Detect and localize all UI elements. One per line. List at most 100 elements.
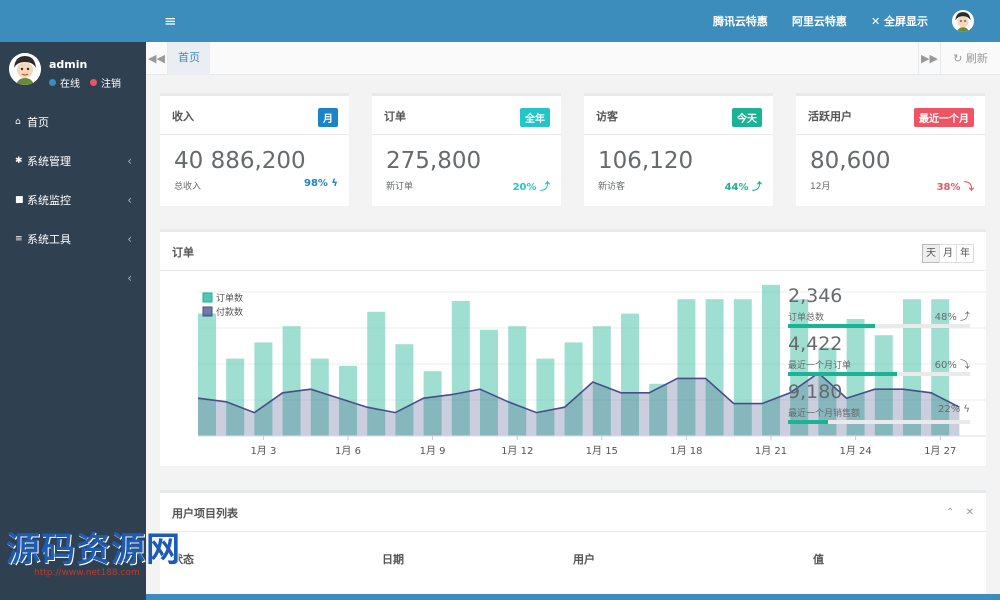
sidebar: admin 在线 注销 ⌂ 首页 ✱ 系统管理 ‹ ■ 系统监控 ‹ ≡ 系统工具 ‹ ‹ (0, 0, 146, 600)
home-icon: ⌂ (15, 116, 21, 127)
bar-order-count (677, 299, 696, 436)
logout-icon[interactable] (90, 79, 97, 86)
x-tick-label: 1月 21 (755, 445, 787, 457)
page-tabs-bar: ◀◀ 首页 ▶▶ ↻ 刷新 (146, 42, 1000, 75)
avatar[interactable] (9, 53, 41, 85)
chevron-left-icon: ‹ (127, 153, 132, 168)
stat-value: 2,346 (788, 285, 843, 307)
tabs-next-icon[interactable]: ▶▶ (918, 42, 940, 75)
panel-title: 用户项目列表 (172, 507, 238, 520)
bar-order-count (508, 326, 527, 436)
aliyun-link[interactable]: 阿里云特惠 (791, 15, 847, 28)
gear-icon: ✱ (15, 155, 23, 166)
legend-label: 订单数 (216, 292, 243, 304)
column-header-date: 日期 (382, 553, 404, 566)
x-tick-label: 1月 12 (501, 445, 533, 457)
username: admin (49, 58, 88, 71)
orders-chart-panel: 订单 天 月 年 1月 3 1月 6 1月 9 1月 12 1月 15 1月 18 1月 2… (160, 229, 986, 466)
card-value: 40 886,200 (174, 148, 306, 174)
column-header-status: 状态 (172, 553, 194, 566)
avatar[interactable] (952, 10, 974, 32)
fullscreen-button[interactable]: ✕ 全屏显示 (871, 13, 928, 29)
column-header-user: 用户 (573, 553, 595, 566)
tabs-prev-icon[interactable]: ◀◀ (146, 42, 168, 75)
bar-order-count (310, 358, 329, 436)
x-tick-label: 1月 24 (839, 445, 871, 457)
card-percent: 98% ϟ (303, 178, 338, 189)
card-value: 106,120 (598, 148, 694, 174)
watermark-text: 源码资源网 (6, 530, 181, 570)
stat-progress-fill (788, 420, 829, 424)
video-camera-icon: ■ (15, 194, 24, 205)
range-year-button[interactable]: 年 (956, 244, 974, 263)
chevron-left-icon: ‹ (127, 231, 132, 246)
sidebar-item-system-monitor[interactable]: ■ 系统监控 ‹ (0, 180, 146, 219)
bottom-bar (146, 594, 1000, 600)
sidebar-item-label: 系统工具 (27, 232, 71, 246)
card-sublabel: 12月 (810, 182, 831, 192)
card-title: 订单 (384, 110, 406, 123)
bar-order-count (790, 299, 809, 436)
sidebar-item-home[interactable]: ⌂ 首页 (0, 102, 146, 141)
stat-progress-bar (788, 324, 970, 328)
range-month-button[interactable]: 月 (939, 244, 957, 263)
bar-order-count (423, 371, 442, 436)
card-badge: 月 (318, 108, 338, 127)
stat-percent: 60% ⤵ (934, 360, 970, 371)
bar-order-count (536, 358, 555, 436)
bar-order-count (649, 383, 668, 436)
x-tick-label: 1月 3 (250, 445, 276, 457)
bar-order-count (451, 301, 470, 436)
bar-order-count (846, 319, 865, 436)
stat-label: 订单总数 (788, 313, 825, 323)
bar-order-count (931, 299, 950, 436)
bar-order-count (874, 335, 893, 436)
bar-order-count (564, 342, 583, 436)
user-profile: admin 在线 注销 (0, 42, 146, 90)
fullscreen-label: 全屏显示 (884, 15, 928, 28)
sidebar-menu: ⌂ 首页 ✱ 系统管理 ‹ ■ 系统监控 ‹ ≡ 系统工具 ‹ ‹ (0, 102, 146, 297)
card-sublabel: 新订单 (386, 182, 414, 192)
collapse-icon[interactable]: ⌃ (946, 507, 955, 518)
stat-progress-fill (788, 372, 898, 376)
stat-month-orders: 4,422 最近一个月订单 60% ⤵ (788, 333, 970, 382)
top-navbar: ≡ 腾讯云特惠 阿里云特惠 ✕ 全屏显示 (146, 0, 1000, 42)
stat-percent: 48% ⤴ (934, 312, 970, 323)
visitors-card: 访客 今天 106,120 新访客 44% ⤴ (584, 93, 773, 206)
watermark-url: http://www.net188.com (34, 568, 140, 578)
card-title: 收入 (172, 110, 194, 123)
card-value: 80,600 (810, 148, 891, 174)
sidebar-item-system-management[interactable]: ✱ 系统管理 ‹ (0, 141, 146, 180)
bar-order-count (226, 358, 245, 436)
card-badge: 今天 (732, 108, 762, 127)
online-dot-icon (49, 79, 56, 86)
sidebar-item-system-tools[interactable]: ≡ 系统工具 ‹ (0, 219, 146, 258)
card-title: 活跃用户 (808, 110, 852, 123)
tab-home[interactable]: 首页 (168, 42, 210, 75)
card-badge: 最近一个月 (914, 108, 974, 127)
online-label: 在线 (60, 79, 80, 90)
menu-toggle-icon[interactable]: ≡ (164, 12, 177, 30)
sidebar-item-unlabeled[interactable]: ‹ (0, 258, 146, 297)
bars-icon: ≡ (15, 233, 23, 244)
chevron-left-icon: ‹ (127, 192, 132, 207)
bar-order-count (903, 299, 921, 436)
card-title: 访客 (596, 110, 618, 123)
bar-order-count (367, 311, 386, 436)
tencent-cloud-link[interactable]: 腾讯云特惠 (712, 15, 768, 28)
stat-progress-fill (788, 324, 876, 328)
active-users-card: 活跃用户 最近一个月 80,600 12月 38% ⤵ (796, 93, 985, 206)
card-sublabel: 新访客 (598, 182, 626, 192)
stat-total-orders: 2,346 订单总数 48% ⤴ (788, 285, 970, 334)
card-badge: 全年 (520, 108, 550, 127)
close-icon[interactable]: ✕ (965, 507, 974, 518)
refresh-button[interactable]: ↻ 刷新 (940, 42, 1000, 75)
line-payment-count (197, 371, 960, 414)
user-status: 在线 注销 (49, 75, 121, 90)
bar-order-count (395, 344, 414, 436)
income-card: 收入 月 40 886,200 总收入 98% ϟ (160, 93, 349, 206)
orders-chart: 1月 3 1月 6 1月 9 1月 12 1月 15 1月 18 1月 21 1月 24 1月 … (197, 284, 986, 457)
legend-swatch (202, 306, 213, 317)
bar-order-count (480, 329, 498, 436)
logout-link[interactable]: 注销 (101, 79, 121, 90)
